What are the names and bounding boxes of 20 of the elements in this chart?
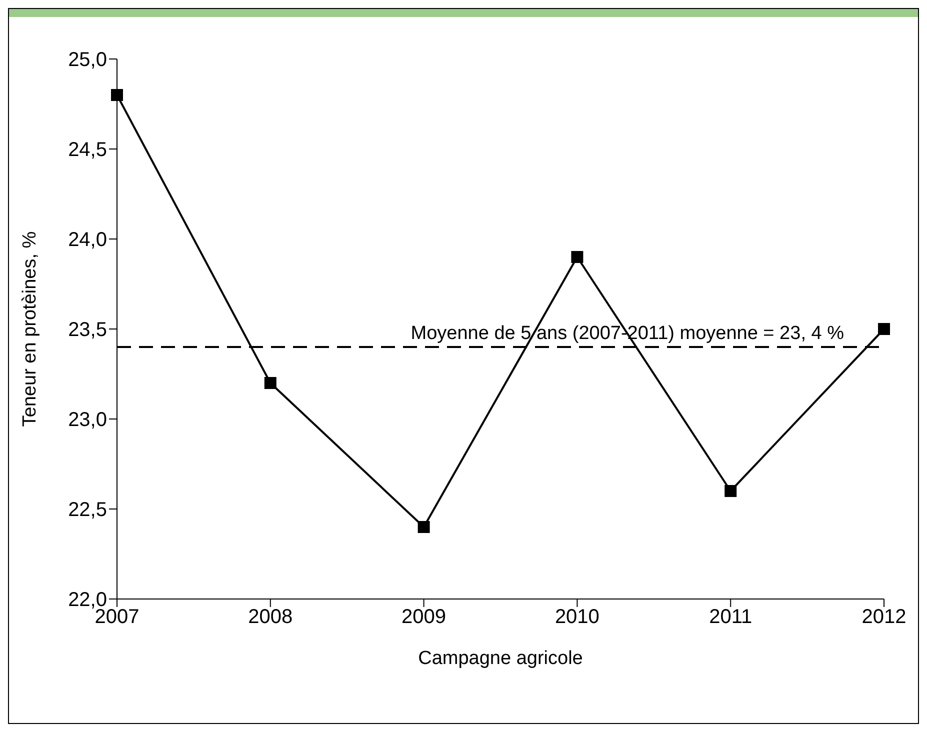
y-tick-label: 23,0	[68, 409, 107, 432]
point	[724, 485, 737, 497]
x-axis-title: Campagne agricole	[418, 648, 583, 669]
point	[878, 323, 890, 335]
y-tick-label: 24,0	[68, 229, 107, 252]
y-tick-label: 23,5	[68, 319, 107, 342]
point	[111, 89, 123, 101]
point	[264, 377, 276, 389]
x-tick-label: 2008	[248, 606, 293, 628]
y-tick-label: 25,0	[68, 49, 107, 72]
x-tick-label: 2009	[402, 606, 446, 628]
x-tick-label: 2010	[554, 606, 600, 628]
x-tick-label: 2012	[862, 606, 906, 628]
point	[571, 251, 584, 263]
y-tick-label: 22,5	[68, 499, 107, 522]
y-axis-title: Teneur en protèines, %	[20, 231, 41, 427]
x-tick-label: 2011	[709, 606, 752, 628]
point	[418, 521, 430, 533]
x-tick-label: 2007	[94, 606, 140, 628]
y-tick-label: 24,5	[68, 139, 107, 162]
